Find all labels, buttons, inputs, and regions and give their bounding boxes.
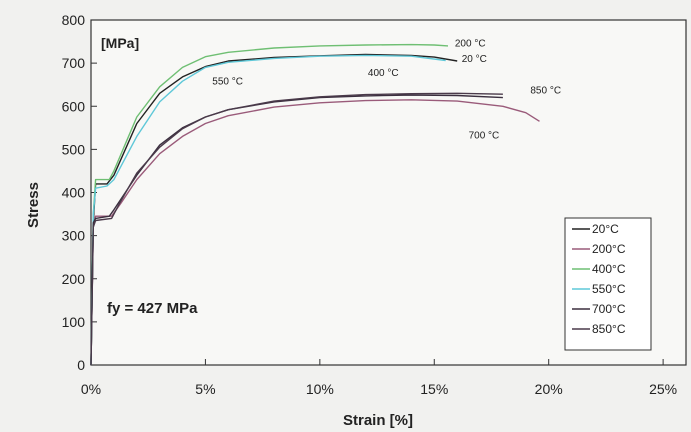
series-line-4 <box>90 54 446 366</box>
x-tick-label: 20% <box>535 381 563 397</box>
x-axis-title: Strain [%] <box>343 412 413 429</box>
y-tick-label: 400 <box>62 185 86 201</box>
legend-item-label: 200°C <box>592 242 626 256</box>
y-tick-label: 700 <box>62 55 86 71</box>
curve-label: 850 °C <box>530 85 561 96</box>
y-tick-label: 500 <box>62 141 86 157</box>
y-tick-label: 600 <box>62 98 86 114</box>
curve-label: 700 °C <box>469 131 500 142</box>
x-tick-label: 0% <box>81 381 101 397</box>
legend-item-label: 20°C <box>592 222 619 236</box>
y-tick-label: 800 <box>62 12 86 28</box>
y-tick-label: 200 <box>62 271 86 287</box>
series-line-3 <box>90 43 449 366</box>
legend-item-label: 700°C <box>592 302 626 316</box>
data-series <box>90 43 540 366</box>
x-tick-label: 10% <box>306 381 334 397</box>
series-line-6 <box>90 92 503 366</box>
y-tick-label: 300 <box>62 228 86 244</box>
series-line-1 <box>90 53 458 366</box>
curve-label: 550 °C <box>212 77 243 88</box>
x-tick-label: 25% <box>649 381 677 397</box>
x-tick-label: 5% <box>195 381 215 397</box>
curve-labels: 200 °C 20 °C 400 °C 550 °C 850 °C 700 °C <box>212 39 561 142</box>
legend: 20°C 200°C 400°C 550°C 700°C 850°C <box>564 217 652 351</box>
curve-label: 20 °C <box>462 54 487 65</box>
fy-annotation: fy = 427 MPa <box>107 300 198 317</box>
curve-label: 200 °C <box>455 39 486 50</box>
y-tick-label: 100 <box>62 314 86 330</box>
axis-ticks: 0 100 200 300 400 500 600 700 800 0% 5% 10% 15% 20% 25… <box>62 12 677 397</box>
legend-item-label: 850°C <box>592 322 626 336</box>
unit-label: [MPa] <box>101 35 139 51</box>
y-tick-label: 0 <box>77 357 85 373</box>
y-axis-title: Stress <box>25 182 42 228</box>
x-tick-label: 15% <box>420 381 448 397</box>
legend-box <box>564 217 652 351</box>
legend-item-label: 400°C <box>592 262 626 276</box>
legend-item-label: 550°C <box>592 282 626 296</box>
curve-label: 400 °C <box>368 68 399 79</box>
